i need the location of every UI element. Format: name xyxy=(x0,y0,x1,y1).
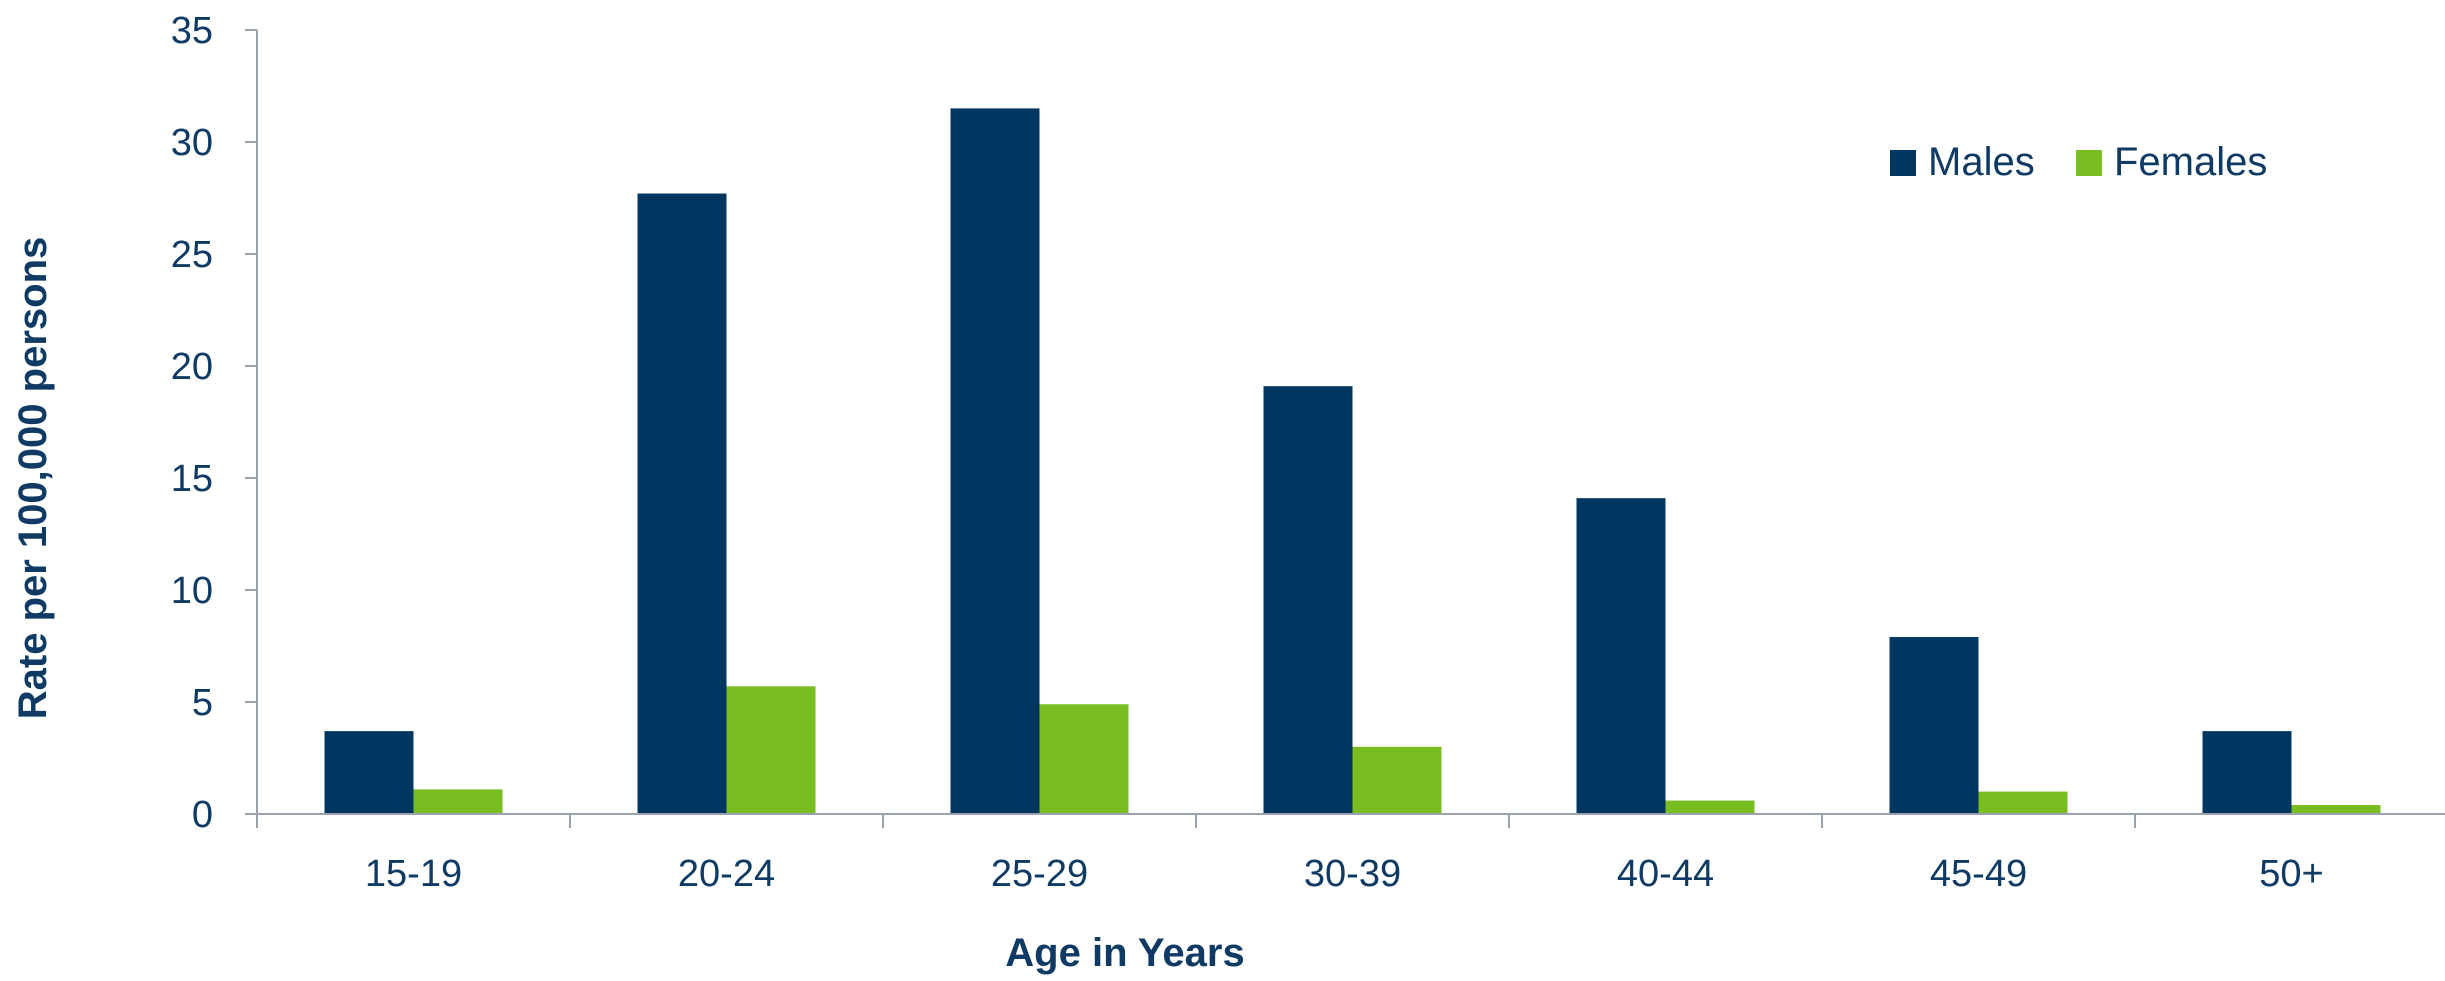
x-tick-label: 30-39 xyxy=(1304,853,1401,895)
y-tick-label: 30 xyxy=(171,122,213,164)
axes-layer xyxy=(256,30,2445,815)
legend: Males Females xyxy=(1890,140,2267,184)
y-ticks-layer: 0 5 10 15 20 25 30 35 xyxy=(171,10,257,836)
bar-males-20-24 xyxy=(637,193,727,814)
y-axis-title: Rate per 100,000 persons xyxy=(11,237,55,719)
x-tick-label: 40-44 xyxy=(1617,853,1714,895)
x-ticks-layer: 15-19 20-24 25-29 30-39 40-44 45-49 50+ xyxy=(256,814,2324,895)
legend-swatch-males xyxy=(1890,150,1916,176)
legend-swatch-females xyxy=(2076,150,2102,176)
bar-males-30-39 xyxy=(1263,386,1353,814)
y-tick-label: 25 xyxy=(171,234,213,276)
y-tick-label: 10 xyxy=(171,570,213,612)
y-tick-label: 35 xyxy=(171,10,213,52)
y-tick-label: 0 xyxy=(192,794,213,836)
y-tick-label: 15 xyxy=(171,458,213,500)
x-tick-label: 45-49 xyxy=(1930,853,2027,895)
bar-males-40-44 xyxy=(1576,498,1666,814)
bar-males-45-49 xyxy=(1889,637,1979,814)
x-tick-label: 15-19 xyxy=(365,853,462,895)
bar-females-25-29 xyxy=(1039,704,1129,814)
bar-females-40-44 xyxy=(1665,800,1755,814)
y-tick-label: 5 xyxy=(192,682,213,724)
legend-label-females: Females xyxy=(2114,140,2267,184)
bar-females-45-49 xyxy=(1978,791,2068,814)
x-tick-label: 25-29 xyxy=(991,853,1088,895)
x-tick-label: 50+ xyxy=(2259,853,2323,895)
y-tick-label: 20 xyxy=(171,346,213,388)
x-axis-title: Age in Years xyxy=(1005,931,1244,975)
legend-label-males: Males xyxy=(1928,140,2035,184)
bar-females-30-39 xyxy=(1352,746,1442,814)
bar-females-15-19 xyxy=(413,789,503,814)
x-tick-label: 20-24 xyxy=(678,853,775,895)
bar-females-20-24 xyxy=(726,686,816,814)
bar-females-50+ xyxy=(2291,805,2381,814)
bar-males-15-19 xyxy=(324,731,414,814)
bars-layer xyxy=(324,108,2381,814)
bar-males-25-29 xyxy=(950,108,1040,814)
bar-males-50+ xyxy=(2202,731,2292,814)
